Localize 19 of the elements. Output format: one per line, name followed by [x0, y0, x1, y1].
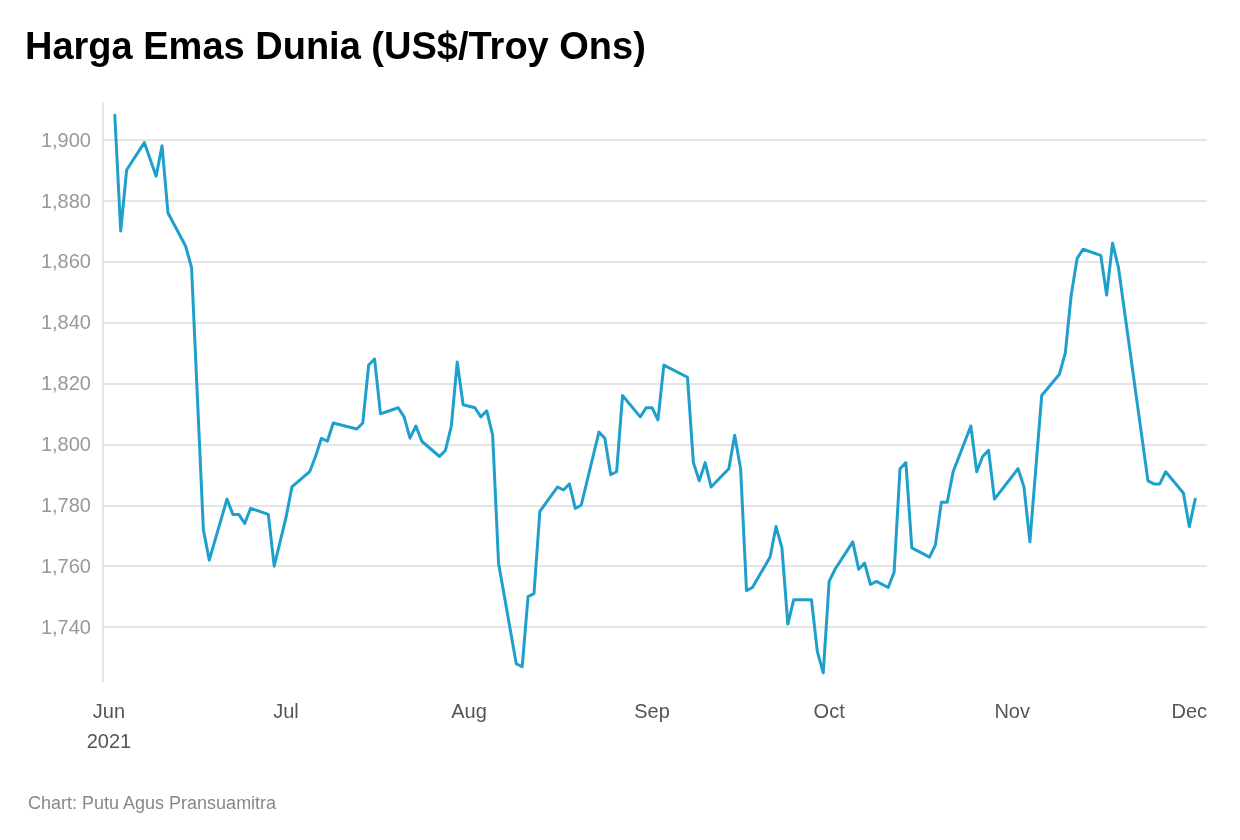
x-tick-label: Oct [813, 700, 846, 722]
y-tick-label: 1,800 [40, 433, 91, 456]
x-tick-label: Jul [273, 700, 299, 722]
y-tick-label: 1,840 [40, 311, 91, 334]
x-tick-label: Nov [994, 700, 1030, 722]
y-tick-label: 1,820 [40, 372, 91, 395]
y-tick-label: 1,780 [40, 494, 91, 517]
y-tick-label: 1,760 [40, 555, 91, 578]
x-tick-label: Jun 2021 [86, 700, 132, 752]
x-tick-label: Aug [451, 700, 487, 722]
y-tick-label: 1,740 [40, 616, 91, 639]
line-series [113, 113, 1197, 675]
x-tick-label: Sep [634, 700, 670, 722]
y-tick-label: 1,860 [40, 250, 91, 273]
chart-title: Harga Emas Dunia (US$/Troy Ons) [25, 25, 646, 67]
y-tick-label: 1,880 [40, 189, 91, 212]
x-tick-label: Dec [1171, 700, 1208, 722]
y-tick-label: 1,900 [40, 128, 91, 151]
text: Chart: Putu Agus Pransuamitra [28, 793, 278, 813]
